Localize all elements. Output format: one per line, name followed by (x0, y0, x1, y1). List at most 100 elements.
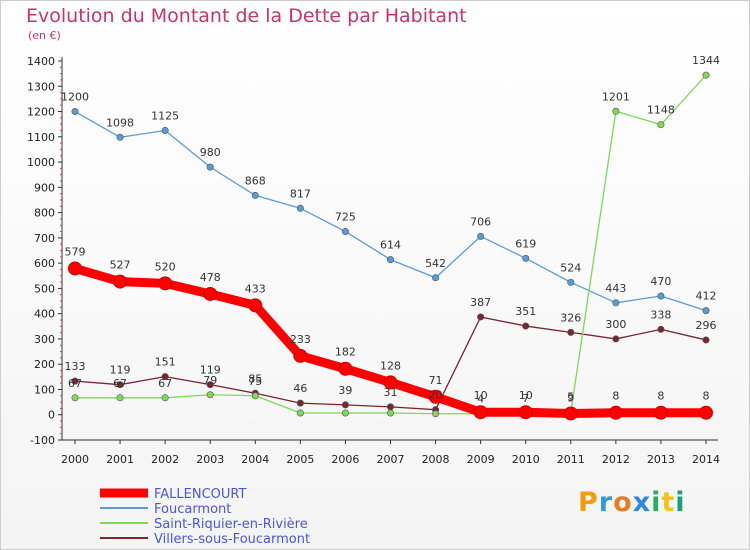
data-label: 10 (519, 389, 533, 402)
data-label: 133 (65, 360, 86, 373)
logo-letter-x: x (632, 487, 652, 518)
data-label: 7 (522, 392, 529, 405)
data-label: 619 (515, 237, 536, 250)
series-point-1 (206, 163, 214, 171)
series-point-2 (206, 391, 214, 399)
data-label: 67 (68, 377, 82, 390)
series-point-0 (248, 298, 263, 313)
x-tick-label: 2007 (377, 453, 405, 466)
data-label: 9 (567, 391, 574, 404)
logo-letter-t: t (661, 487, 676, 518)
legend-label: Saint-Riquier-en-Rivière (154, 517, 308, 532)
series-point-2 (296, 409, 304, 417)
series-point-2 (341, 409, 349, 417)
y-tick-label: 1000 (27, 156, 55, 169)
series-point-1 (612, 299, 620, 307)
x-tick-label: 2008 (422, 453, 450, 466)
data-label: 351 (515, 305, 536, 318)
data-label: 128 (380, 359, 401, 372)
series-point-3 (206, 381, 214, 389)
series-point-3 (567, 328, 575, 336)
series-point-0 (473, 405, 488, 420)
data-label: 433 (245, 282, 266, 295)
data-label: 296 (696, 319, 717, 332)
series-point-2 (251, 392, 259, 400)
data-label: 75 (248, 375, 262, 388)
series-point-1 (296, 204, 304, 212)
data-label: 1148 (647, 104, 675, 117)
series-point-3 (477, 313, 485, 321)
x-tick-label: 2001 (106, 453, 134, 466)
data-label: 338 (650, 308, 671, 321)
logo-letter-r: r (598, 487, 614, 518)
data-label: 470 (650, 275, 671, 288)
chart-subtitle: (en €) (28, 29, 61, 42)
y-tick-label: 1300 (27, 80, 55, 93)
data-label: 1344 (692, 54, 720, 67)
series-point-2 (386, 409, 394, 417)
series-point-0 (518, 405, 533, 420)
series-point-3 (341, 401, 349, 409)
y-tick-label: 1200 (27, 106, 55, 119)
series-point-2 (657, 121, 665, 129)
series-point-3 (522, 322, 530, 330)
series-point-0 (203, 286, 218, 301)
series-point-0 (383, 375, 398, 390)
series-point-2 (612, 107, 620, 115)
series-point-2 (116, 394, 124, 402)
logo-letter-i2: i (675, 487, 686, 518)
y-tick-label: 300 (34, 333, 55, 346)
series-point-3 (657, 325, 665, 333)
data-label: 1200 (61, 91, 89, 104)
data-label: 119 (200, 364, 221, 377)
series-point-0 (653, 405, 668, 420)
series-point-1 (71, 108, 79, 116)
y-tick-label: 0 (48, 409, 55, 422)
y-tick-label: 200 (34, 358, 55, 371)
data-label: 980 (200, 146, 221, 159)
proxiti-logo: Proxiti (578, 487, 686, 518)
x-tick-label: 2006 (331, 453, 359, 466)
y-tick-label: 400 (34, 308, 55, 321)
data-label: 8 (657, 390, 664, 403)
data-label: 8 (612, 390, 619, 403)
data-label: 542 (425, 257, 446, 270)
x-tick-label: 2010 (512, 453, 540, 466)
data-label: 524 (560, 261, 581, 274)
data-label: 443 (605, 282, 626, 295)
series-point-2 (432, 410, 440, 418)
y-tick-label: 900 (34, 181, 55, 194)
x-tick-label: 2013 (647, 453, 675, 466)
series-point-0 (113, 274, 128, 289)
data-label: 71 (429, 374, 443, 387)
y-tick-label: 1400 (27, 55, 55, 68)
data-label: 1098 (106, 116, 134, 129)
series-point-2 (161, 394, 169, 402)
data-label: 151 (155, 356, 176, 369)
x-tick-label: 2003 (196, 453, 224, 466)
series-point-0 (293, 348, 308, 363)
chart-title: Evolution du Montant de la Dette par Hab… (26, 5, 467, 27)
series-point-1 (251, 191, 259, 199)
series-point-3 (71, 377, 79, 385)
data-label: 1125 (151, 109, 179, 122)
logo-letter-i: i (651, 487, 662, 518)
series-point-1 (386, 256, 394, 264)
logo-letter-o: o (613, 487, 633, 518)
data-label: 20 (429, 389, 443, 402)
series-point-0 (428, 389, 443, 404)
data-label: 706 (470, 215, 491, 228)
y-tick-label: 700 (34, 232, 55, 245)
series-point-1 (477, 232, 485, 240)
data-label: 4 (477, 393, 484, 406)
series-point-1 (567, 278, 575, 286)
logo-letter-p: P (578, 487, 599, 518)
series-point-1 (116, 133, 124, 141)
data-label: 579 (65, 245, 86, 258)
series-point-3 (702, 336, 710, 344)
series-point-3 (612, 335, 620, 343)
series-point-1 (657, 292, 665, 300)
x-tick-label: 2014 (692, 453, 720, 466)
series-point-2 (71, 394, 79, 402)
